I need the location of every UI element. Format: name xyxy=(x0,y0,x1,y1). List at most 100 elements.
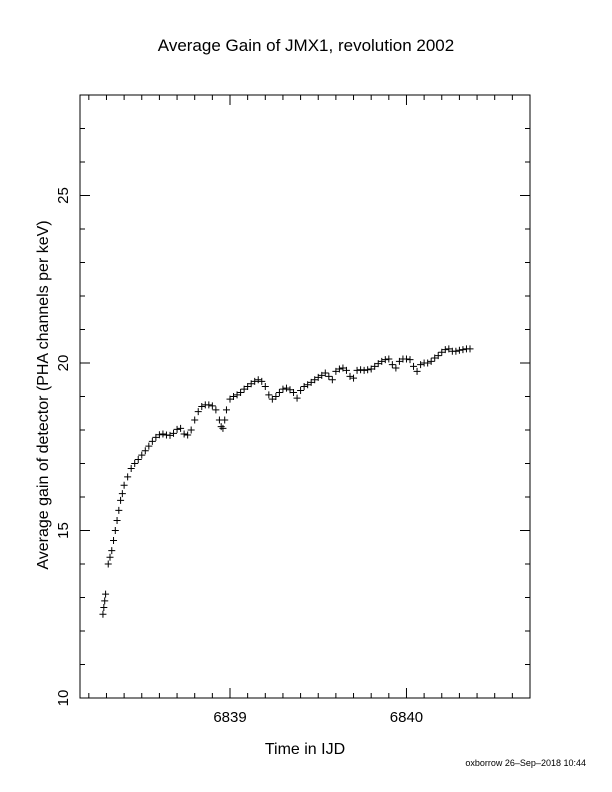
data-point xyxy=(217,423,225,431)
data-point xyxy=(117,496,125,504)
x-tick-label: 6839 xyxy=(213,709,246,726)
data-point xyxy=(402,355,410,363)
data-point xyxy=(124,473,132,481)
data-point xyxy=(441,346,449,354)
data-point xyxy=(184,431,192,439)
data-point xyxy=(159,430,167,438)
data-point xyxy=(452,347,460,355)
x-tick-label: 6840 xyxy=(390,709,423,726)
data-point xyxy=(459,346,467,354)
data-point xyxy=(268,395,276,403)
data-point xyxy=(413,367,421,375)
data-point xyxy=(212,406,220,414)
data-point xyxy=(237,388,245,396)
data-point xyxy=(314,373,322,381)
data-point xyxy=(100,604,108,612)
data-point xyxy=(427,357,435,365)
data-point xyxy=(286,386,294,394)
data-point xyxy=(381,356,389,364)
y-tick-label: 10 xyxy=(55,690,72,707)
data-point xyxy=(219,424,227,432)
data-point xyxy=(385,355,393,363)
data-point xyxy=(417,361,425,369)
data-point xyxy=(240,385,248,393)
data-point xyxy=(350,374,358,382)
data-point xyxy=(360,366,368,374)
data-point xyxy=(99,610,107,618)
data-point xyxy=(101,597,109,605)
data-point xyxy=(307,378,315,386)
data-point xyxy=(300,382,308,390)
data-point xyxy=(244,382,252,390)
chart-title: Average Gain of JMX1, revolution 2002 xyxy=(157,36,455,55)
data-point xyxy=(395,357,403,365)
data-point xyxy=(111,527,119,534)
data-point xyxy=(371,362,379,370)
tick-labels: 6839 6840 10 15 20 25 xyxy=(55,187,423,726)
data-point xyxy=(438,348,446,356)
axis-ticks xyxy=(80,94,531,699)
data-point xyxy=(304,381,312,389)
data-point xyxy=(230,393,238,400)
data-point xyxy=(406,356,414,364)
data-point xyxy=(115,506,123,514)
data-point xyxy=(357,366,365,374)
y-tick-label: 15 xyxy=(55,522,72,539)
data-point xyxy=(388,361,396,369)
data-point xyxy=(265,391,273,399)
data-point xyxy=(205,401,213,409)
data-point xyxy=(342,366,350,374)
data-point xyxy=(297,386,305,394)
data-point xyxy=(226,395,234,403)
footer-stamp: oxborrow 26–Sep–2018 10:44 xyxy=(465,758,586,768)
data-point xyxy=(434,352,442,360)
data-point xyxy=(170,429,178,437)
data-point xyxy=(290,388,298,396)
data-point xyxy=(141,447,149,455)
data-point xyxy=(110,537,118,545)
x-axis-label: Time in IJD xyxy=(265,741,345,758)
data-point xyxy=(445,345,453,353)
data-point xyxy=(138,451,146,459)
data-point xyxy=(431,354,439,362)
data-point xyxy=(466,345,474,353)
data-point xyxy=(113,516,121,524)
data-point xyxy=(198,403,206,411)
data-point xyxy=(328,376,336,384)
data-point xyxy=(208,402,216,410)
data-point xyxy=(455,346,463,354)
data-points xyxy=(99,345,474,618)
data-point xyxy=(221,416,229,424)
data-point xyxy=(233,391,241,399)
data-point xyxy=(194,408,202,416)
data-point xyxy=(353,366,361,374)
data-point xyxy=(152,433,160,441)
data-point xyxy=(187,426,195,434)
data-point xyxy=(258,377,266,385)
data-point xyxy=(118,490,126,498)
data-point xyxy=(106,553,114,561)
data-point xyxy=(335,365,343,373)
data-point xyxy=(424,359,432,367)
data-point xyxy=(148,437,156,445)
data-point xyxy=(339,364,347,372)
data-point xyxy=(177,424,185,432)
data-point xyxy=(166,431,174,439)
data-point xyxy=(275,388,283,396)
data-point xyxy=(392,364,400,372)
data-point xyxy=(410,362,418,370)
plot-frame xyxy=(79,94,531,699)
data-point xyxy=(247,380,255,388)
data-point xyxy=(134,455,142,463)
y-tick-label: 25 xyxy=(55,187,72,204)
data-point xyxy=(127,465,135,473)
data-point xyxy=(272,393,280,400)
data-point xyxy=(318,371,326,379)
data-point xyxy=(254,376,262,384)
data-point xyxy=(378,357,386,365)
data-point xyxy=(321,369,329,377)
data-point xyxy=(279,385,287,393)
data-point xyxy=(120,481,128,489)
data-point xyxy=(155,431,163,439)
data-point xyxy=(180,430,188,438)
